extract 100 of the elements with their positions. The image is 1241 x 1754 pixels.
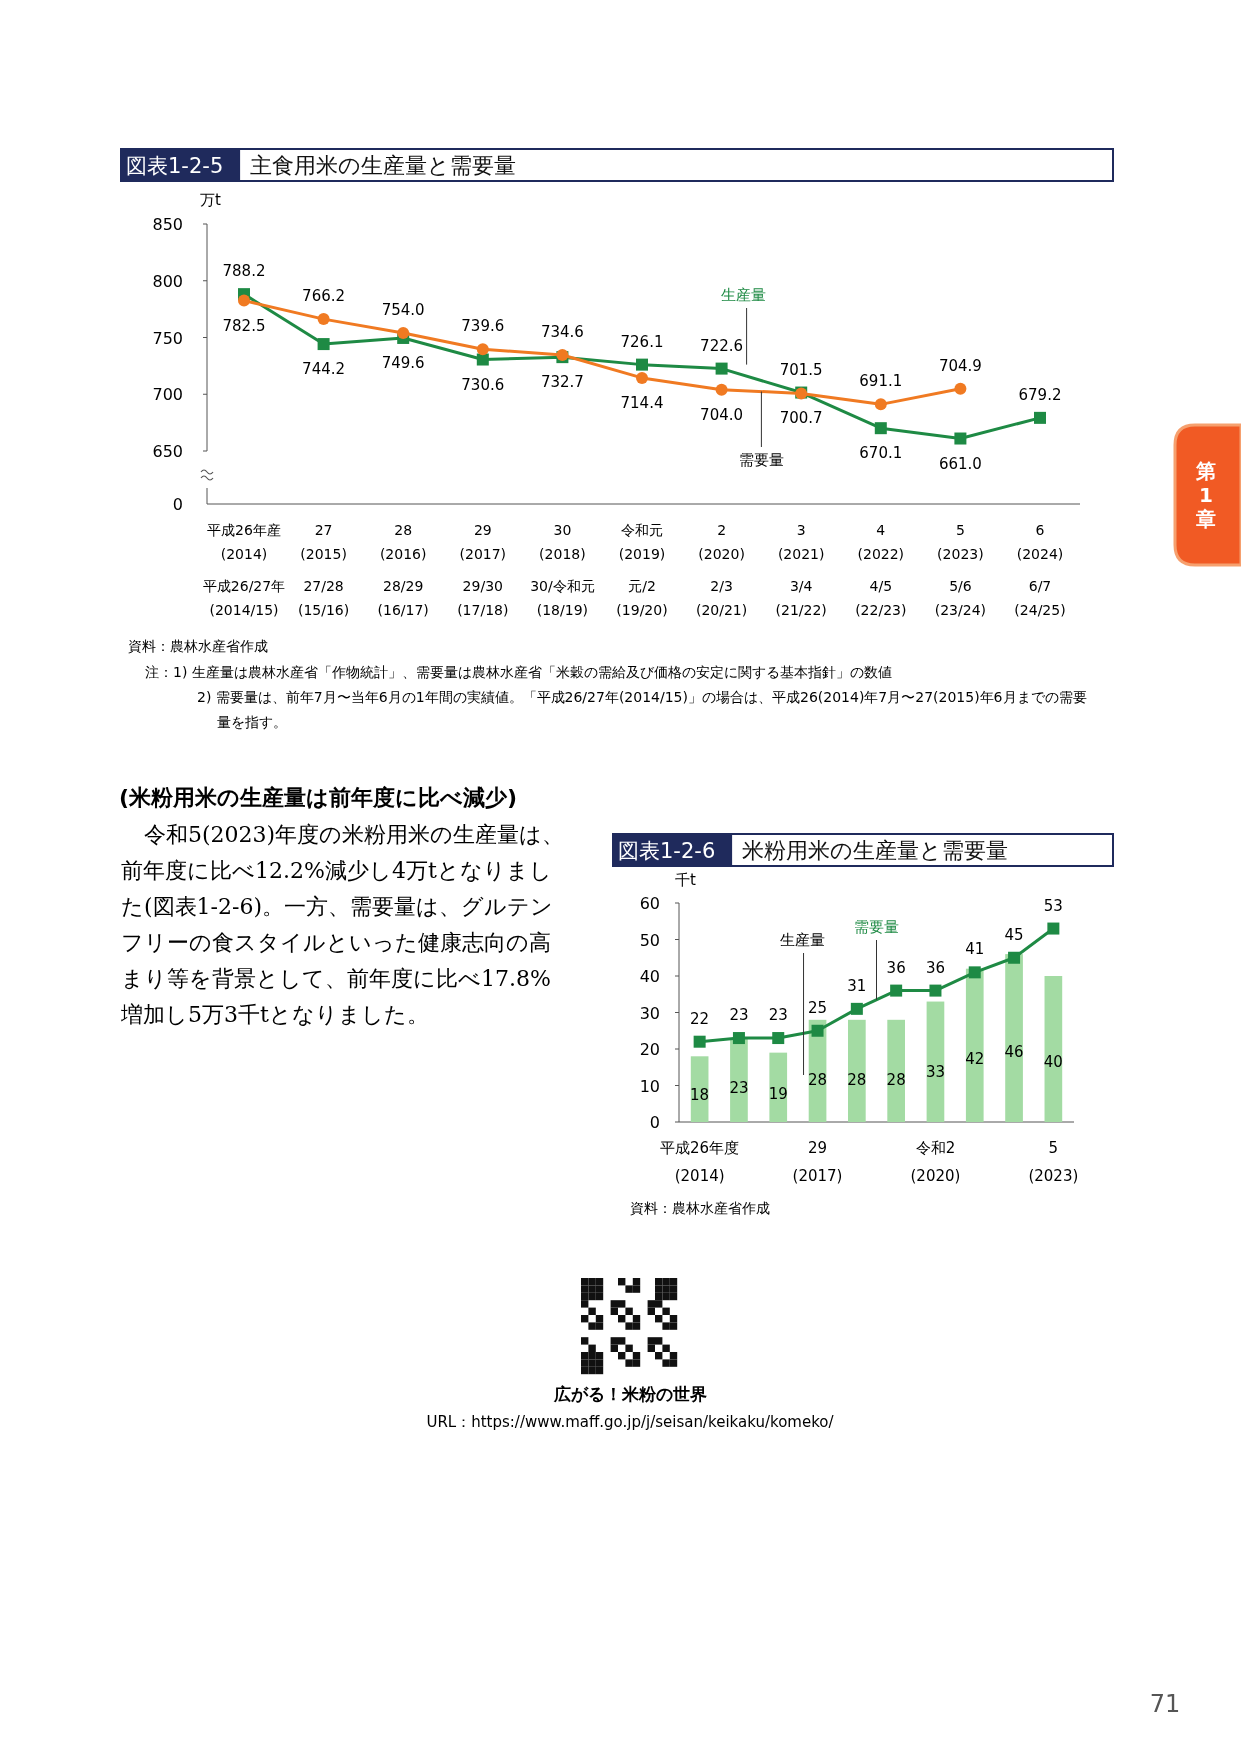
data-label: 670.1 — [859, 444, 903, 463]
text: 需要量 — [738, 451, 784, 469]
text: 71 — [1149, 1690, 1181, 1718]
point — [874, 398, 887, 411]
text: た(図表1-2-6)。一方、需要量は、グルテン — [121, 894, 554, 919]
data-label: 788.2 — [222, 262, 266, 281]
x-tick-label: 4 (2022) 4/5 (22/23) — [855, 522, 907, 618]
text: URL：https://www.maff.go.jp/j/seisan/keikaku/komeko/ — [426, 1413, 835, 1431]
text: 注：1) 生産量は農林水産省「作物統計」、需要量は農林水産省「米穀の需給及び価格の安定に関する基本指針」の数値 — [145, 664, 892, 680]
x-tick-label: 5 (2023) 5/6 (23/24) — [934, 522, 987, 618]
x-tick-label: 5 (2023) — [1028, 1139, 1079, 1185]
text: 増加し5万3千tとなりました。 — [120, 1002, 429, 1027]
text: 需要量 — [854, 918, 899, 936]
text: 第 1 章 — [1195, 459, 1216, 531]
point — [968, 966, 981, 979]
x-tick-label: 29 (2017) 29/30 (17/18) — [457, 522, 509, 618]
y-tick-label: 850 — [152, 215, 183, 234]
text: 生産量 — [780, 931, 826, 949]
bar — [769, 1052, 788, 1122]
data-label: 46 — [1004, 1043, 1024, 1062]
data-label: 18 — [690, 1086, 710, 1105]
point — [317, 313, 330, 326]
y-tick-label: 20 — [639, 1040, 660, 1059]
data-label: 704.9 — [938, 356, 982, 375]
y-tick-label: 700 — [152, 385, 183, 405]
point — [476, 353, 489, 366]
data-label: 22 — [690, 1009, 710, 1028]
chart-subtitle: 主食用米の生産量と需要量 — [250, 153, 517, 178]
text: (米粉用米の生産量は前年度に比べ減少) — [119, 785, 518, 810]
y-tick-label: 0 — [649, 1113, 660, 1132]
data-label: 28 — [847, 1071, 867, 1090]
point — [1008, 951, 1021, 964]
point — [929, 984, 942, 997]
data-label: 28 — [808, 1071, 828, 1090]
point — [772, 1032, 785, 1045]
chart-title: 図表1-2-5 — [126, 154, 224, 178]
text: 広がる！米粉の世界 — [552, 1384, 707, 1404]
point — [890, 984, 903, 997]
chart-subtitle: 米粉用米の生産量と需要量 — [742, 838, 1009, 863]
bar — [848, 1019, 866, 1122]
y-tick-label: 50 — [639, 930, 660, 950]
point — [476, 343, 489, 356]
point — [1034, 411, 1046, 424]
text: 令和5(2023)年度の米粉用米の生産量は、 — [144, 822, 565, 847]
data-label: 36 — [925, 958, 945, 977]
x-tick-label: 6 (2024) 6/7 (24/25) — [1014, 522, 1066, 618]
point — [850, 1002, 863, 1015]
data-label: 739.6 — [461, 317, 505, 336]
point — [636, 371, 648, 384]
point — [238, 294, 250, 307]
data-label: 41 — [965, 940, 985, 959]
point — [317, 338, 330, 351]
data-label: 679.2 — [1018, 385, 1062, 404]
x-tick-label: 令和2 (2020) — [910, 1139, 961, 1185]
data-label: 23 — [729, 1006, 749, 1025]
bar — [1044, 976, 1063, 1122]
x-tick-label: 28 (2016) 28/29 (16/17) — [377, 522, 429, 618]
text: 生産量 — [721, 286, 767, 304]
point — [954, 432, 967, 445]
y-tick-label: 30 — [639, 1003, 660, 1023]
data-label: 722.6 — [700, 336, 744, 355]
y-axis-title: 万t — [200, 191, 221, 209]
point — [954, 382, 967, 395]
point — [811, 1024, 824, 1037]
data-label: 53 — [1043, 896, 1063, 915]
y-tick-label: 800 — [152, 271, 183, 291]
data-label: 661.0 — [938, 454, 982, 473]
data-label: 744.2 — [302, 360, 346, 379]
point — [715, 362, 728, 375]
data-label: 704.0 — [700, 405, 744, 424]
data-label: 19 — [768, 1084, 788, 1103]
x-tick-label: 平成26年産 (2014) 平成26/27年 (2014/15) — [202, 522, 286, 618]
text: 2) 需要量は、前年7月〜当年6月の1年間の実績値。「平成26/27年(2014/15)」の場合は、平成26(2014)年7月〜27(2015)年6月までの需要量を指す。 — [197, 689, 1087, 730]
point — [1047, 922, 1060, 935]
data-label: 33 — [925, 1063, 945, 1082]
y-axis-title: 千t — [675, 871, 696, 889]
point — [636, 358, 648, 371]
y-tick-label: 60 — [639, 894, 660, 913]
text: まり等を背景として、前年度に比べ17.8% — [121, 966, 551, 991]
data-label: 31 — [847, 976, 867, 995]
data-label: 42 — [965, 1049, 985, 1068]
data-label: 701.5 — [779, 360, 823, 379]
x-tick-label: 27 (2015) 27/28 (15/16) — [297, 522, 350, 618]
data-label: 40 — [1043, 1052, 1063, 1071]
chart-title: 図表1-2-6 — [618, 839, 716, 863]
data-label: 25 — [808, 998, 828, 1017]
bar — [926, 1001, 945, 1122]
data-label: 734.6 — [540, 322, 584, 341]
y-tick-label: 650 — [152, 442, 183, 461]
point — [397, 326, 410, 339]
data-label: 700.7 — [779, 409, 823, 428]
data-label: 691.1 — [859, 372, 903, 391]
data-label: 782.5 — [222, 316, 266, 335]
bar — [1005, 954, 1023, 1122]
point — [732, 1032, 745, 1045]
text: フリーの食スタイルといった健康志向の高 — [121, 930, 551, 955]
text: 前年度に比べ12.2%減少し4万tとなりまし — [121, 858, 552, 883]
data-label: 36 — [886, 958, 906, 977]
x-tick-label: 平成26年度 (2014) — [660, 1139, 740, 1185]
bar — [887, 1019, 905, 1122]
